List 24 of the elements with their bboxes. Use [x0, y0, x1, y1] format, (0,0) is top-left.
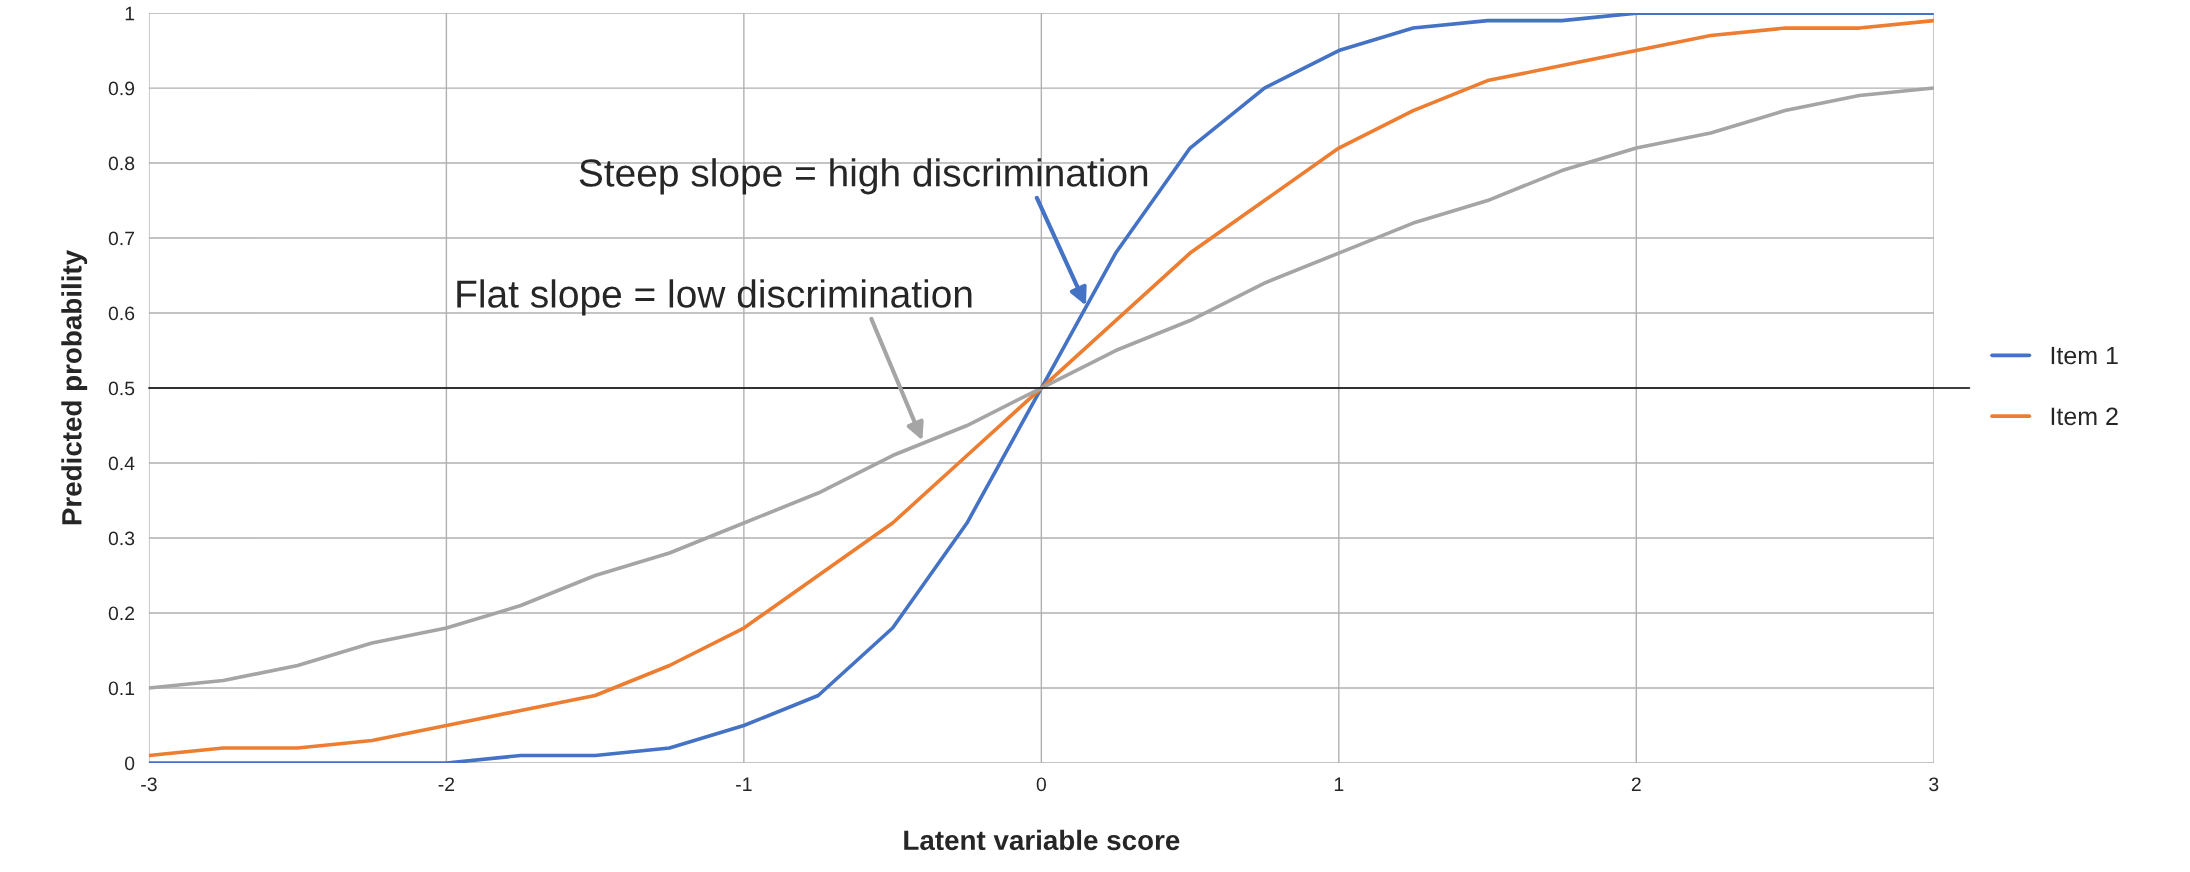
- y-tick-label: 0.4: [108, 456, 135, 471]
- x-tick-label: -3: [141, 777, 157, 792]
- y-tick-label: 0.5: [108, 381, 135, 396]
- x-tick-label: 1: [1334, 777, 1344, 791]
- y-tick-label: 0.8: [108, 156, 135, 171]
- x-tick-label: 2: [1631, 777, 1641, 791]
- y-tick-label: 0: [124, 756, 135, 771]
- legend-label: Item 2: [2051, 407, 2118, 426]
- x-tick-label: -2: [438, 777, 455, 791]
- y-axis-title: Predicted probability: [61, 250, 88, 525]
- x-tick-label: 0: [1036, 777, 1046, 792]
- x-axis-title: Latent variable score: [904, 829, 1180, 851]
- x-tick-label: -1: [736, 777, 752, 791]
- y-tick-label: 0.3: [108, 531, 135, 546]
- y-tick-label: 0.6: [108, 306, 135, 321]
- y-tick-label: 0.1: [108, 681, 135, 696]
- annotation: Flat slope = low discrimination: [457, 279, 972, 316]
- annotation: Steep slope = high discrimination: [579, 158, 1148, 195]
- y-tick-label: 1: [125, 6, 135, 21]
- x-tick-label: 3: [1929, 777, 1939, 792]
- legend-label: Item 1: [2051, 346, 2118, 365]
- y-tick-label: 0.9: [108, 81, 135, 96]
- y-tick-label: 0.2: [108, 606, 135, 621]
- y-tick-label: 0.7: [108, 231, 135, 246]
